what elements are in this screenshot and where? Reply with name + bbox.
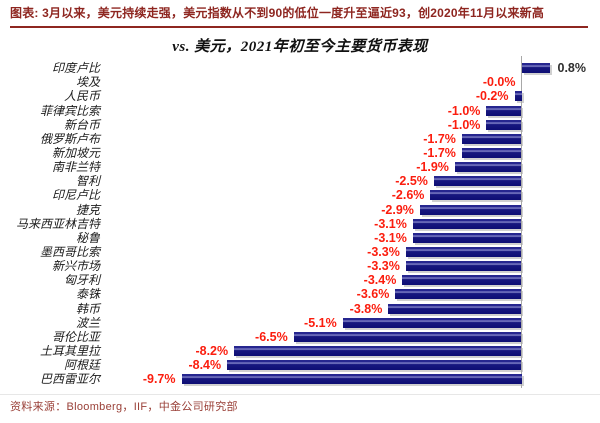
bar-row: 印度卢比 0.8% [0, 61, 600, 75]
bar-row: 埃及 -0.0% [0, 75, 600, 89]
category-label: 匈牙利 [63, 273, 100, 288]
bar [342, 317, 522, 328]
bar [227, 360, 522, 371]
bar [293, 331, 522, 342]
category-label: 菲律宾比索 [39, 103, 100, 118]
value-label: -1.7% [423, 145, 456, 160]
value-label: -3.3% [367, 245, 400, 259]
category-label: 阿根廷 [63, 358, 100, 373]
bar-row: 哥伦比亚 -6.5% [0, 330, 600, 344]
value-label: -3.1% [374, 216, 407, 231]
value-label: 0.8% [557, 61, 587, 75]
value-label: -3.6% [356, 287, 390, 302]
value-label: -8.2% [195, 344, 229, 358]
figure-caption: 图表: 3月以来，美元持续走强，美元指数从不到90的低位一度升至逼近93，创20… [10, 5, 588, 28]
bar-row: 巴西雷亚尔 -9.7% [0, 372, 600, 386]
category-label: 新兴市场 [51, 259, 100, 274]
bar-row: 新加坡元 -1.7% [0, 146, 600, 160]
bar-row: 波兰 -5.1% [0, 316, 600, 330]
category-label: 智利 [75, 174, 100, 189]
bar [461, 147, 522, 158]
bar [405, 261, 522, 272]
value-label: -2.9% [381, 202, 414, 217]
bar-row: 泰铢 -3.6% [0, 287, 600, 301]
value-label: -9.7% [142, 372, 176, 387]
bar-row: 韩币 -3.8% [0, 302, 600, 316]
bar [395, 289, 522, 300]
category-label: 新加坡元 [51, 145, 100, 160]
bar-row: 俄罗斯卢布 -1.7% [0, 132, 600, 146]
value-label: -8.4% [188, 358, 222, 373]
source-note: 资料来源：Bloomberg，IIF，中金公司研究部 [10, 401, 238, 413]
bar [234, 346, 522, 356]
footer-divider [0, 394, 600, 395]
bar [402, 275, 522, 286]
category-label: 俄罗斯卢布 [39, 131, 100, 146]
category-label: 捷克 [75, 202, 100, 217]
value-label: -0.0% [482, 75, 516, 90]
value-label: -2.5% [395, 174, 428, 189]
bar [405, 247, 522, 257]
bar-row: 土耳其里拉 -8.2% [0, 344, 600, 358]
bar-row: 人民币 -0.2% [0, 89, 600, 103]
bar [521, 63, 550, 73]
bar [461, 133, 522, 144]
category-label: 土耳其里拉 [39, 344, 100, 358]
value-label: -3.8% [349, 301, 383, 316]
category-label: 印度卢比 [51, 61, 100, 75]
bar [412, 218, 522, 229]
bar-row: 智利 -2.5% [0, 174, 600, 188]
bar [486, 119, 522, 130]
bar-row: 马来西亚林吉特 -3.1% [0, 217, 600, 231]
bar [388, 303, 522, 314]
value-label: -6.5% [255, 329, 288, 344]
bar-row: 秘鲁 -3.1% [0, 231, 600, 245]
bar-row: 捷克 -2.9% [0, 203, 600, 217]
category-label: 印尼卢比 [51, 188, 100, 203]
category-label: 人民币 [63, 89, 100, 104]
category-label: 泰铢 [75, 287, 100, 302]
bar [454, 162, 522, 173]
value-label: -1.0% [447, 103, 481, 118]
category-label: 韩币 [75, 301, 100, 316]
bar-row: 菲律宾比索 -1.0% [0, 104, 600, 118]
category-label: 巴西雷亚尔 [39, 372, 100, 387]
value-label: -2.6% [391, 188, 425, 203]
category-label: 秘鲁 [75, 230, 100, 245]
category-label: 埃及 [75, 75, 100, 90]
value-label: -5.1% [304, 315, 337, 330]
value-label: -1.0% [447, 117, 481, 132]
value-label: -3.4% [363, 273, 397, 288]
bar [412, 232, 522, 243]
category-label: 哥伦比亚 [51, 329, 100, 344]
value-label: -3.1% [374, 230, 407, 245]
category-label: 新台币 [63, 117, 100, 132]
bar [419, 204, 522, 215]
bar-row: 墨西哥比索 -3.3% [0, 245, 600, 259]
bar [430, 190, 522, 201]
value-label: -3.3% [367, 259, 400, 274]
bar [181, 374, 522, 385]
value-label: -1.7% [423, 131, 456, 146]
value-label: -1.9% [416, 160, 449, 175]
bar-row: 阿根廷 -8.4% [0, 358, 600, 372]
category-label: 马来西亚林吉特 [15, 216, 100, 231]
bar [486, 105, 522, 116]
value-label: -0.2% [475, 89, 509, 104]
chart-title: vs. 美元，2021年初至今主要货币表现 [172, 39, 428, 55]
category-label: 波兰 [75, 315, 100, 330]
bar-row: 印尼卢比 -2.6% [0, 188, 600, 202]
zero-axis-line [521, 56, 522, 388]
bar-row: 匈牙利 -3.4% [0, 273, 600, 287]
category-label: 墨西哥比索 [39, 245, 100, 259]
bar-row: 新台币 -1.0% [0, 118, 600, 132]
bar-row: 南非兰特 -1.9% [0, 160, 600, 174]
bar [433, 176, 522, 187]
bar [514, 91, 522, 102]
bar-row: 新兴市场 -3.3% [0, 259, 600, 273]
category-label: 南非兰特 [51, 160, 100, 175]
